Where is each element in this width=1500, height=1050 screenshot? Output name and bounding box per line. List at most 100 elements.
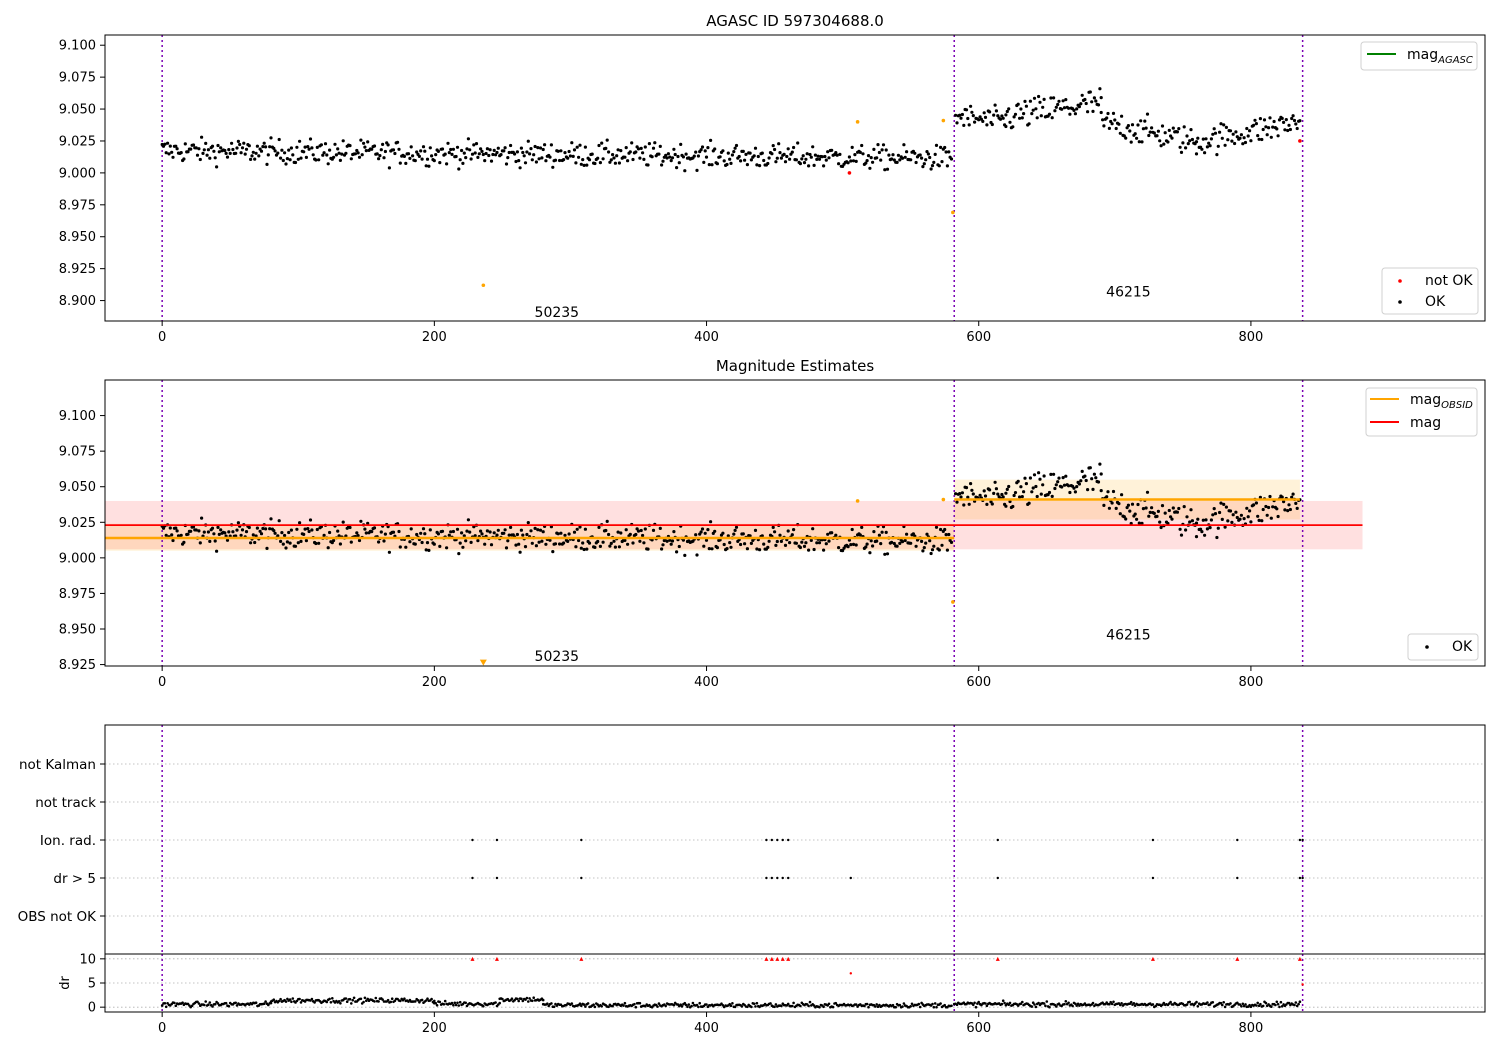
dr-point bbox=[426, 997, 429, 1000]
outlier-point bbox=[941, 497, 946, 502]
ok-point bbox=[809, 155, 813, 159]
dr-point bbox=[1249, 1005, 1253, 1009]
ok-point bbox=[880, 530, 884, 534]
ok-point bbox=[824, 542, 828, 546]
ok-point bbox=[973, 120, 977, 124]
dr-point bbox=[656, 1005, 659, 1008]
dr-point bbox=[1298, 1000, 1302, 1003]
ok-point bbox=[807, 548, 811, 552]
ok-point bbox=[514, 543, 518, 547]
ok-point bbox=[166, 141, 170, 145]
dr-point bbox=[754, 1005, 757, 1008]
ok-point bbox=[234, 151, 238, 155]
ok-point bbox=[670, 156, 675, 160]
dr-point bbox=[1008, 1001, 1012, 1005]
ok-point bbox=[219, 528, 223, 532]
ok-point bbox=[653, 141, 657, 145]
flag-point bbox=[786, 838, 790, 842]
ok-point bbox=[197, 529, 201, 533]
dr-point bbox=[377, 1000, 380, 1003]
ok-point bbox=[1160, 504, 1165, 508]
ok-point bbox=[174, 144, 178, 148]
dr-point bbox=[690, 1004, 693, 1008]
ok-point bbox=[465, 147, 469, 151]
ok-point bbox=[1283, 508, 1287, 512]
ok-point bbox=[792, 528, 796, 532]
ok-point bbox=[1075, 485, 1079, 489]
ok-point bbox=[1136, 123, 1140, 127]
ok-point bbox=[990, 122, 994, 127]
dr-point bbox=[438, 1000, 442, 1004]
ok-point bbox=[355, 148, 359, 153]
ok-point bbox=[458, 541, 462, 545]
ok-point bbox=[445, 546, 449, 550]
ok-point bbox=[896, 153, 901, 157]
ok-point bbox=[835, 153, 839, 157]
dr-point bbox=[1034, 1005, 1038, 1009]
ok-point bbox=[279, 156, 283, 160]
ok-point bbox=[1068, 490, 1072, 495]
ok-point bbox=[1203, 533, 1207, 537]
dr-point bbox=[1188, 1000, 1191, 1004]
ok-point bbox=[451, 529, 455, 534]
ok-point bbox=[900, 540, 905, 544]
ok-point bbox=[574, 161, 578, 165]
ok-point bbox=[438, 544, 442, 549]
ok-point bbox=[483, 542, 487, 546]
ok-point bbox=[244, 147, 249, 151]
ok-point bbox=[597, 525, 601, 530]
ok-point bbox=[624, 146, 628, 150]
ok-point bbox=[1111, 489, 1116, 494]
ok-point bbox=[1207, 141, 1211, 145]
ok-point bbox=[1102, 503, 1106, 507]
ok-point bbox=[1239, 513, 1243, 517]
dr-point bbox=[932, 1005, 936, 1009]
ok-point bbox=[434, 153, 438, 157]
ok-point bbox=[1049, 472, 1053, 476]
dr-point bbox=[686, 1005, 689, 1009]
dr-point bbox=[457, 1004, 461, 1007]
dr-point bbox=[298, 997, 301, 1001]
dr-point bbox=[1206, 1001, 1209, 1004]
ok-point bbox=[1190, 137, 1194, 142]
dr-point bbox=[1074, 1002, 1077, 1006]
dr-point bbox=[1001, 999, 1005, 1002]
ok-point bbox=[940, 160, 944, 164]
ok-point bbox=[206, 530, 210, 534]
ok-point bbox=[596, 156, 600, 160]
ok-point bbox=[788, 157, 792, 161]
ok-point bbox=[397, 147, 401, 151]
agasc-legend-bottom: not OK OK bbox=[1381, 267, 1479, 315]
ok-point bbox=[334, 153, 338, 157]
ok-point bbox=[743, 158, 747, 162]
ok-point bbox=[1152, 131, 1156, 135]
dr-point bbox=[344, 997, 348, 1000]
ok-point bbox=[506, 156, 510, 160]
dr-outlier-point bbox=[849, 972, 852, 975]
dr-point bbox=[791, 1004, 794, 1008]
dr-point bbox=[1000, 1002, 1004, 1006]
ok-point bbox=[449, 147, 453, 152]
ok-point bbox=[929, 167, 933, 171]
dr-point bbox=[774, 1003, 778, 1006]
ok-point bbox=[651, 528, 656, 533]
ok-point bbox=[860, 525, 864, 530]
ok-point bbox=[264, 527, 268, 531]
ok-point bbox=[605, 519, 609, 524]
obsid-label: 46215 bbox=[1106, 628, 1151, 644]
ok-point bbox=[790, 150, 794, 154]
ok-point bbox=[269, 136, 273, 140]
ok-point bbox=[639, 528, 643, 533]
ok-point bbox=[1265, 513, 1269, 517]
ok-point bbox=[1120, 493, 1124, 497]
ok-point bbox=[1233, 141, 1237, 146]
ok-point bbox=[922, 546, 926, 550]
dr-point bbox=[657, 1002, 661, 1005]
ok-point bbox=[578, 143, 582, 147]
dr-point bbox=[684, 1003, 688, 1007]
dr-point bbox=[687, 1003, 691, 1006]
ok-point bbox=[636, 529, 641, 533]
ok-point bbox=[523, 161, 528, 165]
dr-point bbox=[443, 999, 447, 1003]
dr-point bbox=[865, 1002, 869, 1006]
